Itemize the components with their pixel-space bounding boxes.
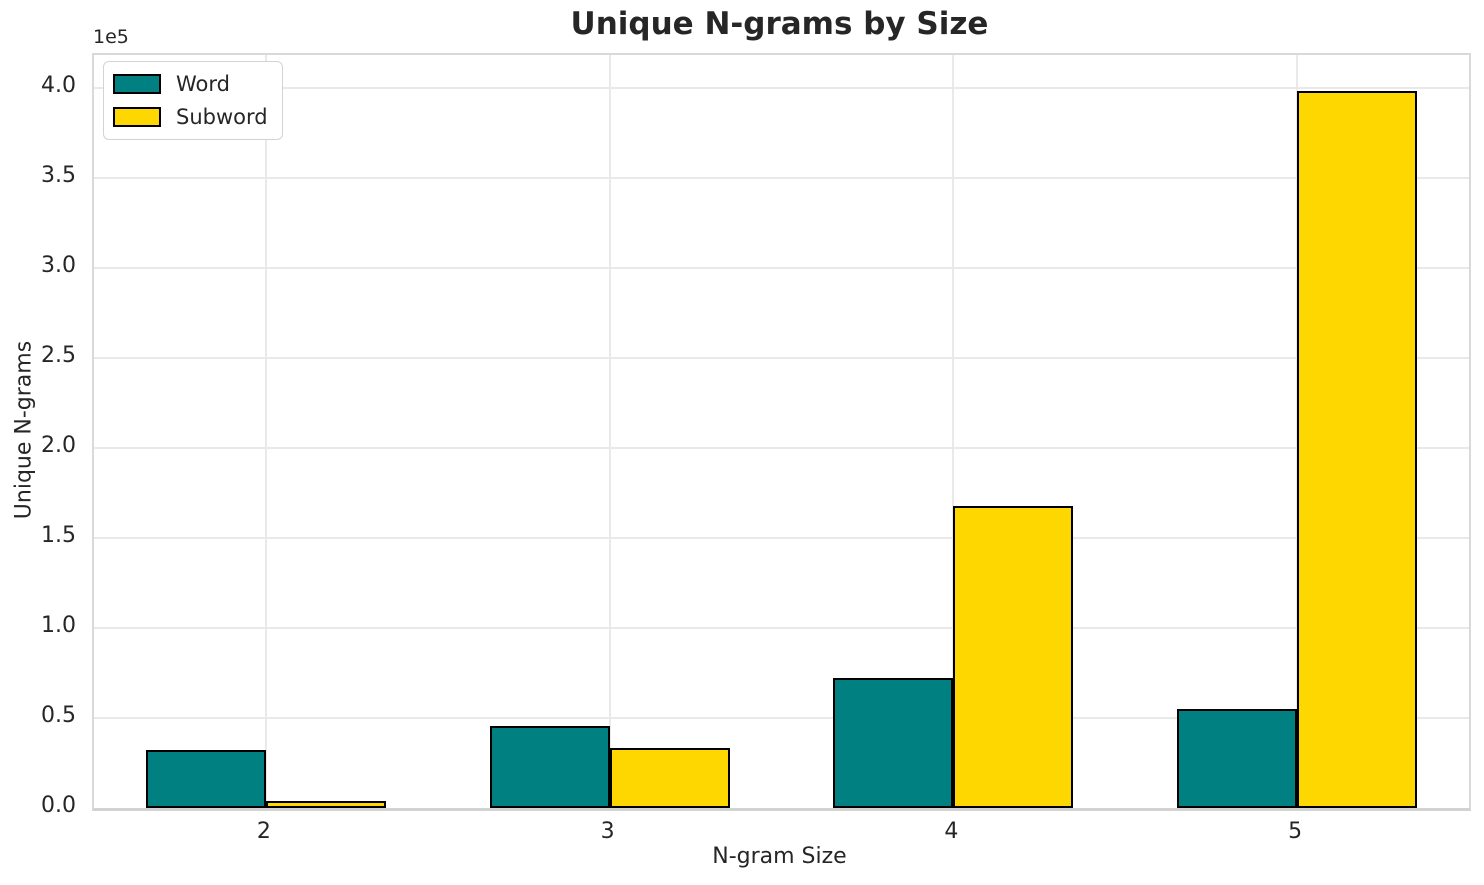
y-gridline [94, 536, 1469, 539]
bar-word-ngram-2 [145, 750, 266, 808]
subword-color-swatch [113, 107, 161, 127]
y-gridline [94, 626, 1469, 629]
bar-word-ngram-5 [1177, 709, 1298, 808]
y-axis-offset-label: 1e5 [93, 26, 129, 48]
plot-area: Word Subword [92, 53, 1471, 811]
bar-subword-ngram-4 [953, 505, 1074, 808]
bar-word-ngram-3 [489, 726, 610, 808]
word-color-swatch [113, 74, 161, 94]
x-gridline [608, 55, 611, 808]
y-tick-label: 3.0 [41, 252, 76, 278]
x-tick-label: 5 [1288, 819, 1303, 844]
bar-word-ngram-4 [833, 678, 954, 808]
y-gridline [94, 446, 1469, 449]
legend: Word Subword [103, 61, 283, 140]
bar-subword-ngram-5 [1297, 90, 1418, 808]
x-tick-label: 4 [944, 819, 959, 844]
x-gridline [952, 55, 955, 808]
y-gridline [94, 86, 1469, 89]
legend-label-word: Word [176, 72, 230, 96]
bar-subword-ngram-2 [265, 800, 386, 808]
y-gridline [94, 716, 1469, 719]
y-tick-label: 0.5 [41, 702, 76, 728]
y-tick-label: 2.5 [41, 342, 76, 368]
legend-label-subword: Subword [176, 105, 268, 129]
y-tick-label: 3.5 [41, 162, 76, 188]
y-gridline [94, 266, 1469, 269]
y-gridline [94, 356, 1469, 359]
legend-item-subword: Subword [113, 105, 268, 129]
y-gridline [94, 176, 1469, 179]
y-tick-label: 2.0 [41, 432, 76, 458]
x-tick-label: 2 [256, 819, 271, 844]
chart-title: Unique N-grams by Size [570, 6, 989, 42]
x-axis-label: N-gram Size [712, 844, 847, 869]
y-tick-label: 1.0 [41, 612, 76, 638]
y-tick-label: 4.0 [41, 72, 76, 98]
y-tick-label: 1.5 [41, 522, 76, 548]
x-gridline [264, 55, 267, 808]
bar-subword-ngram-3 [609, 747, 730, 808]
legend-item-word: Word [113, 72, 268, 96]
x-tick-label: 3 [600, 819, 615, 844]
y-tick-label: 0.0 [41, 793, 76, 818]
